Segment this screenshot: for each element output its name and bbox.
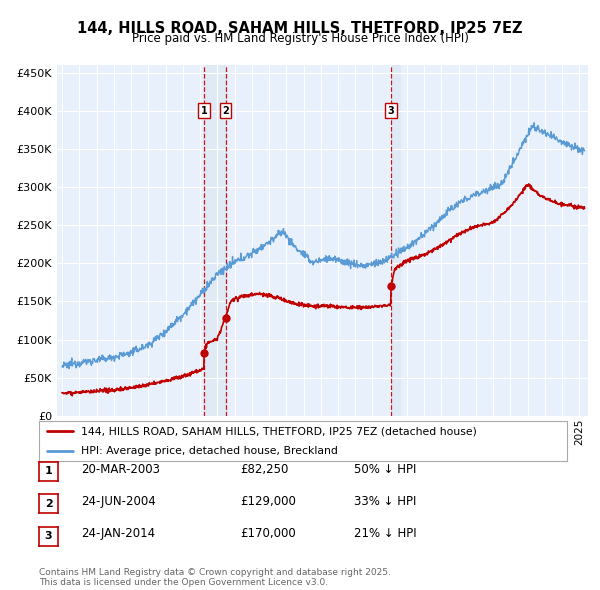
- Text: 1: 1: [45, 467, 52, 476]
- Text: 144, HILLS ROAD, SAHAM HILLS, THETFORD, IP25 7EZ (detached house): 144, HILLS ROAD, SAHAM HILLS, THETFORD, …: [81, 427, 477, 436]
- Text: 24-JUN-2004: 24-JUN-2004: [81, 495, 156, 508]
- Text: £170,000: £170,000: [240, 527, 296, 540]
- Text: 1: 1: [200, 106, 207, 116]
- Text: HPI: Average price, detached house, Breckland: HPI: Average price, detached house, Brec…: [81, 447, 338, 456]
- Text: 21% ↓ HPI: 21% ↓ HPI: [354, 527, 416, 540]
- Text: 20-MAR-2003: 20-MAR-2003: [81, 463, 160, 476]
- Text: 50% ↓ HPI: 50% ↓ HPI: [354, 463, 416, 476]
- Text: 24-JAN-2014: 24-JAN-2014: [81, 527, 155, 540]
- Text: 2: 2: [222, 106, 229, 116]
- Text: 3: 3: [45, 532, 52, 541]
- Bar: [204, 65, 226, 416]
- Text: Price paid vs. HM Land Registry's House Price Index (HPI): Price paid vs. HM Land Registry's House …: [131, 32, 469, 45]
- Text: 3: 3: [388, 106, 394, 116]
- Text: £129,000: £129,000: [240, 495, 296, 508]
- Text: 33% ↓ HPI: 33% ↓ HPI: [354, 495, 416, 508]
- Bar: [391, 65, 400, 416]
- Text: Contains HM Land Registry data © Crown copyright and database right 2025.
This d: Contains HM Land Registry data © Crown c…: [39, 568, 391, 587]
- Text: 2: 2: [45, 499, 52, 509]
- Text: £82,250: £82,250: [240, 463, 289, 476]
- Text: 144, HILLS ROAD, SAHAM HILLS, THETFORD, IP25 7EZ: 144, HILLS ROAD, SAHAM HILLS, THETFORD, …: [77, 21, 523, 35]
